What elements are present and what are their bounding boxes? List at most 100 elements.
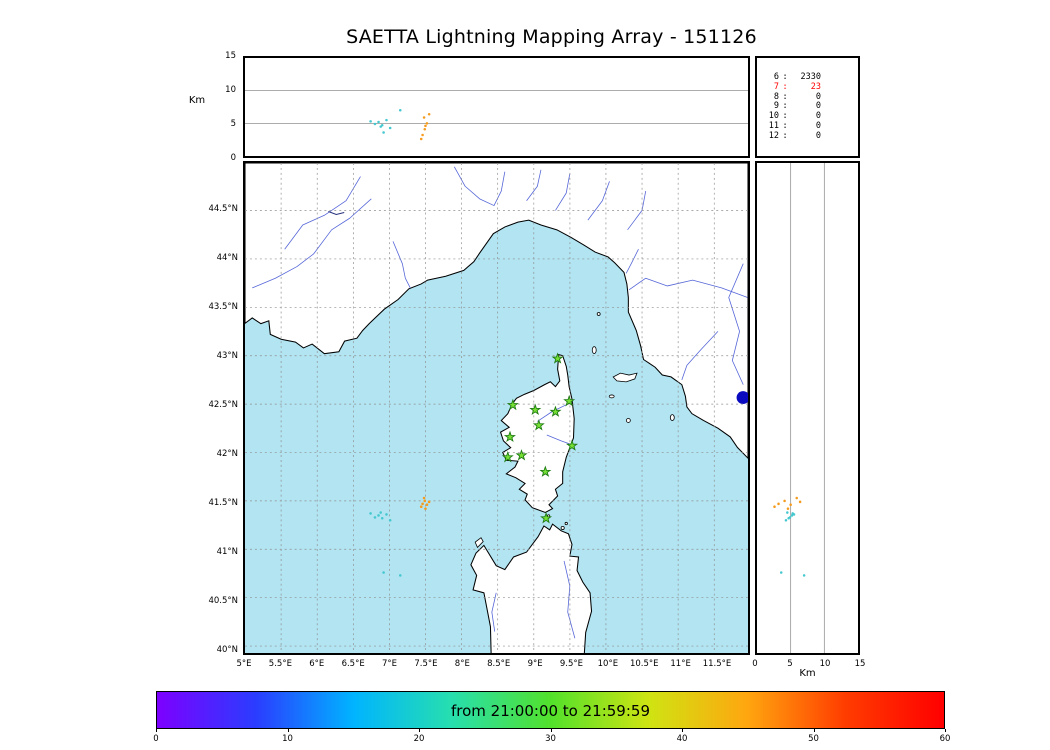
lightning-source-dot bbox=[382, 131, 385, 134]
station-star-marker bbox=[563, 394, 576, 407]
altitude-longitude-panel bbox=[243, 56, 750, 158]
map-lon-tick-label: 5°E bbox=[236, 659, 252, 669]
map-lon-tick-label: 9.5°E bbox=[559, 659, 584, 669]
count-separator: : bbox=[782, 91, 788, 102]
map-lon-tick-label: 7.5°E bbox=[414, 659, 438, 669]
station-star-marker bbox=[532, 419, 545, 431]
elba-island bbox=[612, 372, 638, 383]
colorbar-tick-label: 30 bbox=[545, 734, 556, 744]
lightning-source-dot bbox=[427, 500, 431, 504]
rivers bbox=[252, 166, 748, 639]
lightning-source-dot bbox=[421, 502, 424, 506]
station-id: 8 bbox=[773, 91, 779, 102]
station-star-marker bbox=[515, 449, 528, 461]
lightning-source-dot bbox=[786, 511, 789, 514]
station-star-marker bbox=[501, 451, 514, 463]
altitude-axis-label-bottom: Km bbox=[799, 668, 816, 679]
altitude-xtick-label: 5 bbox=[787, 659, 793, 669]
map-lon-tick-label: 8.5°E bbox=[487, 659, 511, 669]
time-colorbar: from 21:00:00 to 21:59:59 bbox=[156, 691, 945, 729]
map-lat-tick-label: 41.5°N bbox=[208, 497, 238, 508]
altitude-latitude-panel bbox=[755, 161, 860, 655]
station-star-marker bbox=[539, 465, 552, 477]
map-panel bbox=[243, 161, 750, 655]
station-count-value: 0 bbox=[815, 130, 821, 141]
colorbar-tick-mark bbox=[550, 729, 552, 732]
lightning-source-dot bbox=[786, 507, 790, 510]
lightning-source-dot bbox=[369, 512, 372, 515]
lightning-source-dot bbox=[373, 516, 377, 519]
station-counts-list: 6: 2330 7: 23 8: 0 9: 0 10: 0 11: 0 12: 0 bbox=[761, 72, 858, 142]
station-count-value: 2330 bbox=[800, 72, 821, 82]
lightning-source-dot bbox=[373, 122, 377, 126]
lightning-source-dot bbox=[802, 574, 806, 577]
map-lon-tick-label: 9°E bbox=[527, 659, 543, 669]
lightning-source-dot bbox=[421, 133, 424, 137]
colorbar-tick-label: 0 bbox=[153, 734, 159, 744]
station-count-value: 0 bbox=[815, 111, 821, 122]
capraia-island bbox=[591, 346, 597, 354]
corsica-landmass bbox=[499, 353, 575, 514]
lightning-source-dot bbox=[377, 514, 380, 517]
lightning-source-dot bbox=[425, 122, 429, 125]
caprera-island bbox=[564, 521, 568, 526]
station-count-value: 0 bbox=[815, 91, 821, 102]
colorbar-tick-label: 60 bbox=[939, 734, 951, 744]
lightning-source-dot bbox=[423, 127, 427, 131]
altitude-xtick-label: 0 bbox=[752, 659, 758, 669]
lightning-source-dot bbox=[779, 571, 783, 574]
mainland-coastline bbox=[245, 163, 748, 459]
map-lat-tick-label: 40.5°N bbox=[208, 595, 238, 606]
map-lon-tick-label: 5.5°E bbox=[268, 659, 292, 669]
giglio-island bbox=[669, 414, 675, 421]
altitude-longitude-scatter bbox=[369, 109, 431, 141]
lightning-source-dot bbox=[783, 499, 786, 503]
asinara-island bbox=[474, 537, 484, 549]
lightning-source-dot bbox=[425, 503, 429, 507]
lightning-source-dot bbox=[789, 503, 792, 507]
lightning-source-dot bbox=[424, 124, 427, 128]
map-lon-tick-label: 6°E bbox=[309, 659, 325, 669]
lightning-source-dot bbox=[427, 112, 431, 116]
lightning-source-dot bbox=[398, 574, 402, 577]
lightning-source-dot bbox=[385, 118, 388, 122]
altitude-longitude-plot bbox=[245, 90, 748, 141]
montecristo-island bbox=[625, 418, 631, 423]
lightning-source-dot bbox=[380, 516, 384, 520]
count-separator: : bbox=[782, 120, 788, 131]
lightning-source-dot bbox=[369, 120, 372, 123]
gorgona-island bbox=[596, 312, 601, 316]
colorbar-gradient bbox=[157, 692, 944, 728]
station-count-row: 6: 2330 bbox=[761, 72, 858, 83]
station-count-row: 7: 23 bbox=[761, 82, 858, 93]
lightning-source-dot bbox=[422, 116, 426, 119]
colorbar-tick-label: 50 bbox=[808, 734, 819, 744]
lightning-source-dot bbox=[385, 513, 388, 516]
lightning-source-dot bbox=[423, 499, 427, 503]
station-count-row: 9: 0 bbox=[761, 102, 858, 112]
station-count-row: 8: 0 bbox=[761, 91, 858, 103]
station-count-value: 0 bbox=[815, 120, 821, 131]
map-lon-tick-label: 7°E bbox=[382, 659, 398, 669]
colorbar-tick-mark bbox=[813, 729, 815, 732]
lightning-source-dot bbox=[419, 505, 423, 508]
altitude-xtick-label: 15 bbox=[854, 659, 866, 669]
station-star-marker bbox=[549, 405, 562, 417]
count-separator: : bbox=[782, 101, 788, 112]
colorbar-tick-mark bbox=[419, 729, 420, 732]
count-separator: : bbox=[782, 130, 788, 141]
altitude-latitude-plot bbox=[773, 163, 825, 653]
altitude-ytick-label: 10 bbox=[225, 85, 236, 95]
map-station-markers bbox=[501, 352, 579, 524]
map-lat-tick-label: 40°N bbox=[216, 644, 238, 655]
map-lat-tick-label: 44°N bbox=[216, 253, 238, 264]
station-count-row: 12: 0 bbox=[761, 130, 858, 142]
station-counts-panel: 6: 2330 7: 23 8: 0 9: 0 10: 0 11: 0 12: 0 bbox=[755, 56, 860, 158]
station-count-value: 0 bbox=[815, 101, 821, 112]
count-separator: : bbox=[782, 111, 788, 122]
colorbar-tick-mark bbox=[945, 729, 946, 732]
map-lat-tick-label: 41°N bbox=[216, 546, 238, 557]
station-star-marker bbox=[566, 439, 579, 451]
map-lat-tick-label: 43.5°N bbox=[208, 302, 238, 313]
